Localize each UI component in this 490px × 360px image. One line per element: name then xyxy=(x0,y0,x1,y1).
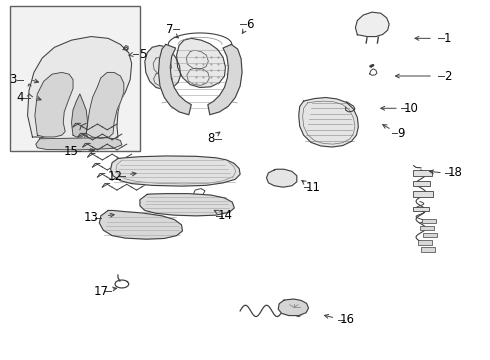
Text: 6: 6 xyxy=(246,18,254,31)
Polygon shape xyxy=(267,169,297,187)
Text: 16: 16 xyxy=(340,313,355,327)
Text: 12: 12 xyxy=(108,170,123,183)
Bar xyxy=(423,233,437,237)
Polygon shape xyxy=(86,72,124,138)
Bar xyxy=(10,6,140,151)
Bar xyxy=(413,170,432,176)
Text: 17: 17 xyxy=(94,285,108,298)
Polygon shape xyxy=(72,94,88,137)
Polygon shape xyxy=(159,44,191,115)
Bar xyxy=(422,219,436,223)
Text: 7: 7 xyxy=(166,23,173,36)
Polygon shape xyxy=(27,37,132,142)
Bar xyxy=(418,240,432,244)
Text: 13: 13 xyxy=(84,211,98,224)
Polygon shape xyxy=(35,72,73,137)
Bar xyxy=(413,181,430,186)
Polygon shape xyxy=(176,39,225,87)
Bar xyxy=(413,192,433,197)
Polygon shape xyxy=(208,44,242,115)
Text: 4: 4 xyxy=(17,91,24,104)
Text: 2: 2 xyxy=(444,69,451,82)
Polygon shape xyxy=(145,45,180,90)
Text: 10: 10 xyxy=(404,102,418,115)
Text: 9: 9 xyxy=(397,127,405,140)
Text: 14: 14 xyxy=(218,210,233,222)
Polygon shape xyxy=(278,299,309,316)
Text: 11: 11 xyxy=(306,181,321,194)
Bar xyxy=(413,207,429,211)
Bar xyxy=(420,226,434,230)
Polygon shape xyxy=(99,211,182,239)
Text: 8: 8 xyxy=(207,132,215,145)
Text: 18: 18 xyxy=(448,166,463,179)
Text: 3: 3 xyxy=(9,73,17,86)
Text: 15: 15 xyxy=(64,145,79,158)
Polygon shape xyxy=(111,156,240,186)
Bar xyxy=(421,247,435,252)
Polygon shape xyxy=(36,138,122,150)
Polygon shape xyxy=(140,194,234,216)
Text: 1: 1 xyxy=(444,32,451,45)
Polygon shape xyxy=(299,98,358,147)
Polygon shape xyxy=(355,12,389,37)
Text: 5: 5 xyxy=(139,48,146,61)
